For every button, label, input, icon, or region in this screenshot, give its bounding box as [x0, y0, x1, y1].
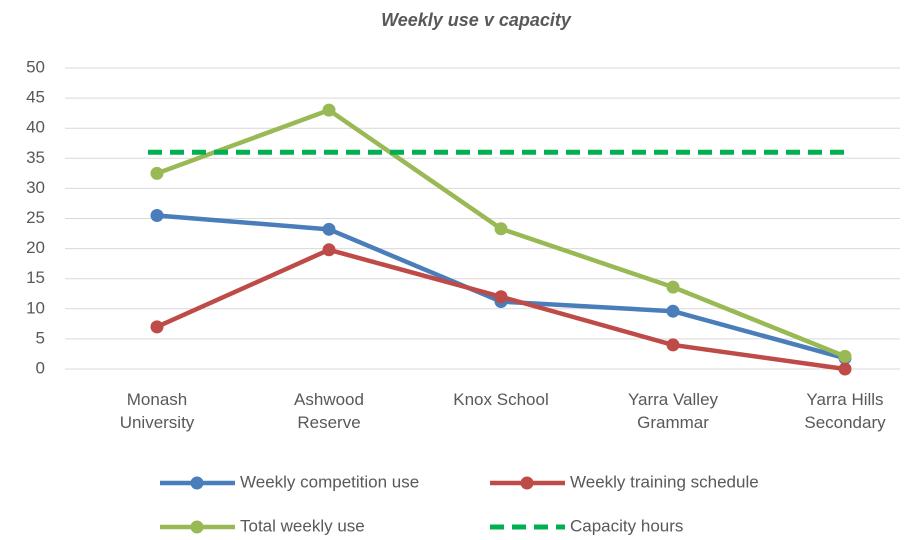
legend-label: Weekly competition use [240, 472, 419, 491]
legend-marker [190, 520, 204, 534]
point [494, 222, 508, 236]
y-tick-label: 0 [36, 358, 45, 377]
y-tick-label: 5 [36, 328, 45, 347]
chart-title: Weekly use v capacity [381, 10, 572, 30]
x-tick-label: Monash University [119, 390, 195, 432]
point [150, 208, 164, 222]
y-tick-label: 35 [26, 148, 45, 167]
x-tick-label: Yarra Hills Secondary [804, 390, 886, 432]
x-tick-label: Knox School [453, 390, 549, 409]
point [322, 243, 336, 257]
point [150, 166, 164, 180]
y-tick-label: 40 [26, 118, 45, 137]
y-tick-label: 20 [26, 238, 45, 257]
point [838, 362, 852, 376]
point [838, 349, 852, 363]
legend-label: Total weekly use [240, 516, 365, 535]
y-tick-label: 15 [26, 268, 45, 287]
point [666, 304, 680, 318]
y-tick-label: 25 [26, 208, 45, 227]
legend-marker [520, 476, 534, 490]
y-tick-label: 45 [26, 88, 45, 107]
x-tick-label: Ashwood Reserve [294, 390, 364, 432]
point [322, 103, 336, 117]
point [322, 222, 336, 236]
series-line [156, 247, 846, 372]
y-tick-label: 10 [26, 298, 45, 317]
point [150, 320, 164, 334]
legend-label: Weekly training schedule [570, 472, 759, 491]
legend-marker [190, 476, 204, 490]
x-tick-label: Yarra Valley Grammar [627, 390, 719, 432]
y-tick-label: 50 [26, 57, 45, 76]
point [666, 338, 680, 352]
y-tick-label: 30 [26, 178, 45, 197]
series-line [156, 213, 846, 361]
legend-label: Capacity hours [570, 516, 683, 535]
point [666, 280, 680, 294]
point [494, 290, 508, 304]
